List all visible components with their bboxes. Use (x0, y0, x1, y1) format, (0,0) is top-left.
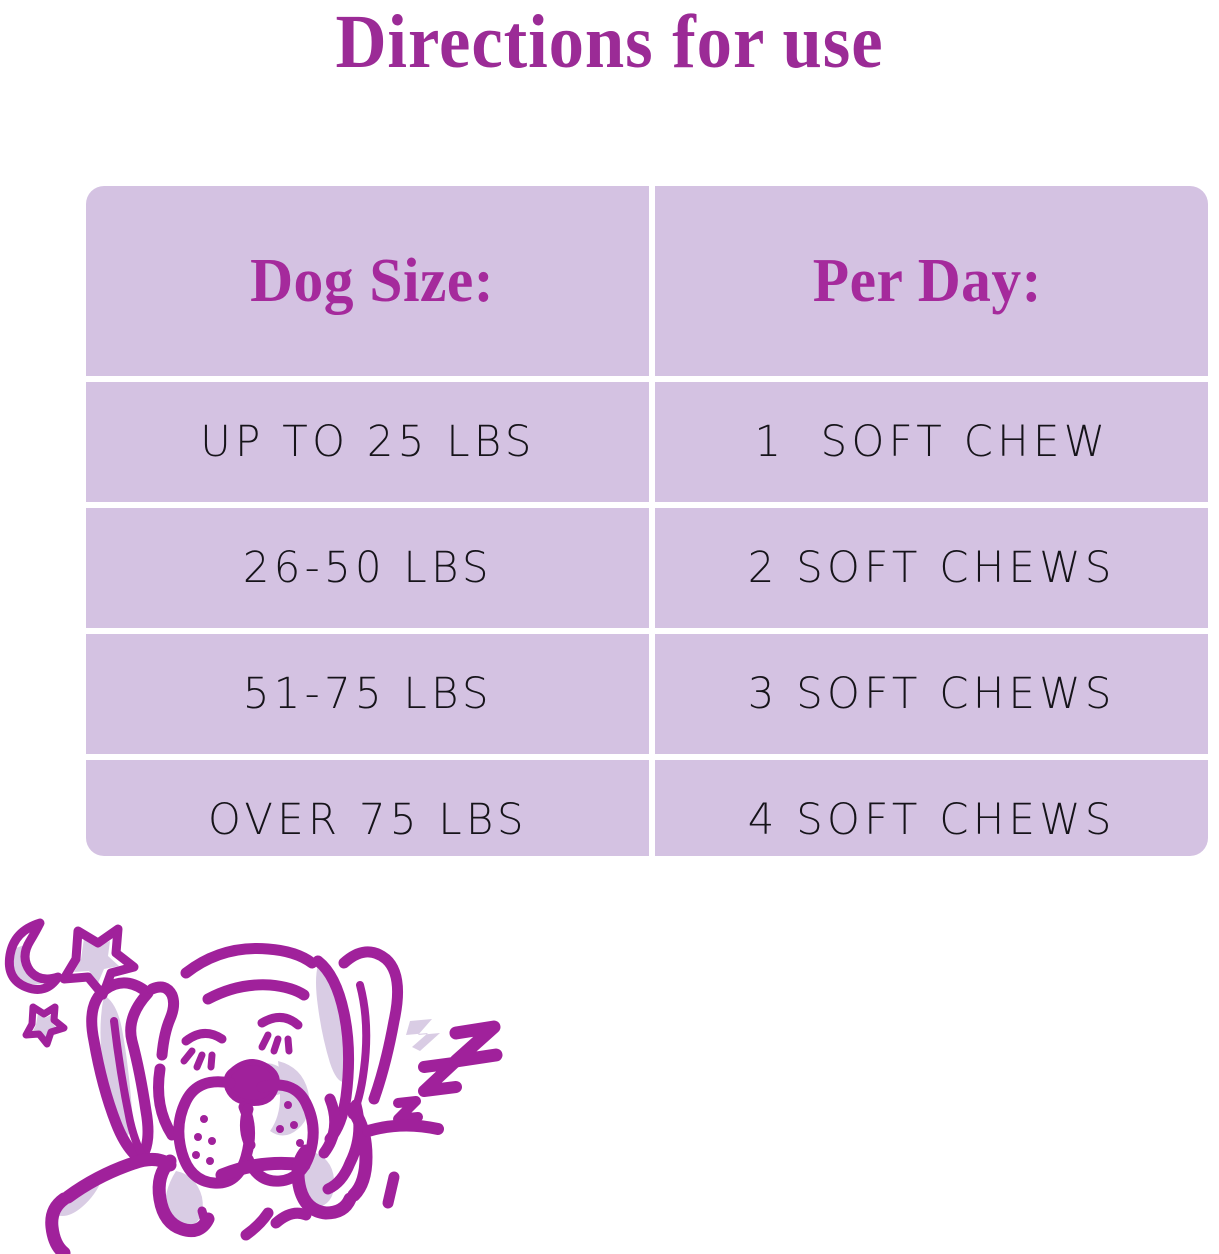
table-row: UP TO 25 LBS 1 SOFT CHEW (86, 382, 1208, 502)
cell-per-day: 3 SOFT CHEWS (655, 634, 1208, 754)
table-row: 26-50 LBS 2 SOFT CHEWS (86, 508, 1208, 628)
table-header-row: Dog Size: Per Day: (86, 186, 1208, 376)
dosage-table: Dog Size: Per Day: UP TO 25 LBS 1 SOFT C… (86, 186, 1208, 856)
cell-value-per-day: 2 SOFT CHEWS (747, 543, 1116, 593)
row-divider (86, 754, 1208, 760)
page-title: Directions for use (335, 0, 884, 84)
star-small-icon (22, 1003, 68, 1048)
illustration-shadow-layer (11, 938, 440, 1230)
sleeping-dog-svg (4, 918, 503, 1254)
column-divider (649, 186, 655, 376)
cell-value-dog-size: UP TO 25 LBS (199, 417, 536, 467)
column-divider (649, 382, 655, 502)
column-divider (649, 760, 655, 856)
zzz-icon (393, 1020, 503, 1124)
cell-value-per-day: 4 SOFT CHEWS (747, 795, 1116, 845)
row-divider (86, 502, 1208, 508)
cell-dog-size: 26-50 LBS (86, 508, 649, 628)
pillow-line (362, 1119, 444, 1137)
cell-value-per-day: 1 SOFT CHEW (754, 417, 1109, 467)
header-label-per-day: Per Day: (812, 246, 1043, 315)
table-row: OVER 75 LBS 4 SOFT CHEWS (86, 760, 1208, 856)
table-row: 51-75 LBS 3 SOFT CHEWS (86, 634, 1208, 754)
column-divider (649, 508, 655, 628)
cell-per-day: 4 SOFT CHEWS (655, 760, 1208, 856)
cell-value-dog-size: 51-75 LBS (242, 669, 493, 719)
row-divider (86, 376, 1208, 382)
header-cell-per-day: Per Day: (655, 186, 1208, 376)
sleeping-dog-illustration (0, 893, 520, 1254)
cell-value-dog-size: 26-50 LBS (242, 543, 493, 593)
crescent-moon-icon (4, 918, 63, 994)
cell-dog-size: UP TO 25 LBS (86, 382, 649, 502)
sleeping-dog-icon (45, 943, 404, 1254)
row-divider (86, 628, 1208, 634)
cell-per-day: 2 SOFT CHEWS (655, 508, 1208, 628)
cell-value-dog-size: OVER 75 LBS (207, 795, 528, 845)
cell-value-per-day: 3 SOFT CHEWS (747, 669, 1116, 719)
cell-dog-size: OVER 75 LBS (86, 760, 649, 856)
header-cell-dog-size: Dog Size: (86, 186, 649, 376)
column-divider (649, 634, 655, 754)
star-large-icon (59, 924, 139, 1000)
header-label-dog-size: Dog Size: (250, 246, 495, 315)
cell-per-day: 1 SOFT CHEW (655, 382, 1208, 502)
cell-dog-size: 51-75 LBS (86, 634, 649, 754)
illustration-line-layer (4, 918, 503, 1254)
